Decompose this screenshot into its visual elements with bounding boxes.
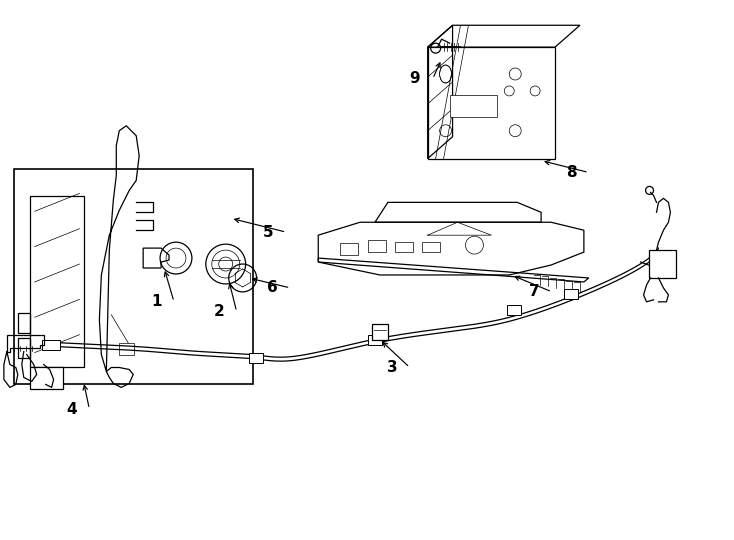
Text: 5: 5 (264, 225, 274, 240)
Text: 2: 2 (214, 304, 224, 319)
Bar (30, 368, 62, 389)
Text: 9: 9 (410, 71, 420, 86)
Bar (395, 242, 413, 252)
Text: 4: 4 (66, 402, 77, 417)
Text: 1: 1 (151, 294, 161, 309)
Text: 7: 7 (528, 285, 539, 299)
Bar (649, 250, 677, 278)
Bar (340, 243, 358, 255)
Bar (422, 242, 440, 252)
Text: 8: 8 (566, 165, 576, 180)
Bar (249, 353, 263, 362)
Bar (42, 340, 59, 349)
Bar (30, 197, 84, 368)
Bar (564, 289, 578, 299)
Bar (368, 335, 382, 345)
Bar (449, 95, 498, 117)
Text: 6: 6 (267, 280, 278, 295)
Bar (372, 323, 388, 340)
Bar (14, 168, 252, 384)
Text: 3: 3 (387, 360, 397, 375)
Bar (507, 305, 521, 315)
Bar (428, 47, 555, 159)
Bar (120, 342, 134, 355)
Bar (368, 240, 386, 252)
